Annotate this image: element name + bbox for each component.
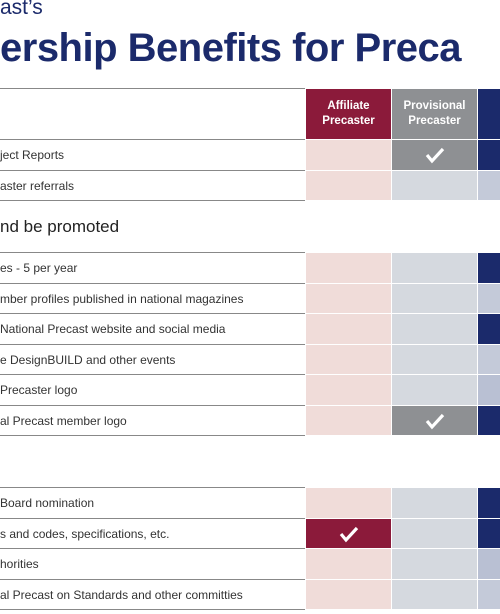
- rule: [0, 343, 305, 345]
- row-label: s and codes, specifications, etc.: [0, 526, 170, 541]
- benefit-cell: [306, 170, 391, 200]
- benefit-cell: [478, 549, 500, 579]
- rule: [0, 578, 305, 580]
- row-label: al Precast member logo: [0, 413, 127, 428]
- benefit-cell: [392, 549, 477, 579]
- row-label: e DesignBUILD and other events: [0, 352, 176, 367]
- benefit-cell: [392, 140, 477, 170]
- rule: [0, 200, 305, 201]
- column-header: [478, 89, 500, 139]
- benefit-cell: [392, 488, 477, 518]
- benefit-cell: [306, 579, 391, 609]
- row-label: Precaster logo: [0, 383, 78, 398]
- benefit-cell: [306, 140, 391, 170]
- benefit-cell: [392, 518, 477, 548]
- rule: [0, 313, 305, 314]
- rule: [0, 487, 305, 488]
- benefit-cell: [392, 253, 477, 283]
- benefit-cell: [392, 375, 477, 405]
- row-label: horities: [0, 557, 39, 572]
- benefit-cell: [392, 283, 477, 313]
- benefit-cell: [478, 405, 500, 435]
- page-title: ership Benefits for Preca: [0, 26, 462, 70]
- benefit-cell: [478, 579, 500, 609]
- rule: [0, 517, 305, 519]
- benefit-cell: [306, 314, 391, 344]
- rule: [0, 548, 305, 549]
- rule: [0, 169, 305, 171]
- check-icon: [425, 413, 445, 429]
- row-label: mber profiles published in national maga…: [0, 291, 244, 306]
- benefit-cell: [478, 518, 500, 548]
- rule: [0, 282, 305, 284]
- benefit-cell: [478, 283, 500, 313]
- benefit-cell: [478, 488, 500, 518]
- benefit-cell: [478, 170, 500, 200]
- rule: [0, 609, 305, 610]
- section-title: nd be promoted: [0, 217, 120, 236]
- check-icon: [425, 147, 445, 164]
- rule: [0, 435, 305, 436]
- row-label: Board nomination: [0, 496, 95, 511]
- benefit-cell: [306, 488, 391, 518]
- row-label: es - 5 per year: [0, 261, 78, 276]
- benefit-cell: [478, 344, 500, 374]
- kicker: ast’s: [0, 0, 43, 19]
- rule: [0, 374, 305, 375]
- benefit-cell: [478, 253, 500, 283]
- benefit-cell: [306, 253, 391, 283]
- benefit-cell: [392, 344, 477, 374]
- benefit-cell: [392, 579, 477, 609]
- benefit-cell: [392, 170, 477, 200]
- benefit-cell: [392, 405, 477, 435]
- benefit-cell: [306, 375, 391, 405]
- benefit-cell: [306, 518, 391, 548]
- rule: [0, 139, 305, 140]
- rule: [0, 252, 305, 253]
- rule: [0, 88, 305, 89]
- benefit-cell: [478, 314, 500, 344]
- benefit-cell: [392, 314, 477, 344]
- benefit-cell: [306, 344, 391, 374]
- row-label: National Precast website and social medi…: [0, 322, 226, 337]
- benefit-cell: [306, 283, 391, 313]
- column-header: Provisional Precaster: [392, 89, 477, 139]
- check-icon: [339, 526, 359, 542]
- benefit-cell: [478, 375, 500, 405]
- row-label: aster referrals: [0, 178, 75, 193]
- column-header: Affiliate Precaster: [306, 89, 391, 139]
- rule: [0, 404, 305, 406]
- row-label: ject Reports: [0, 148, 65, 163]
- benefit-cell: [306, 549, 391, 579]
- benefit-cell: [306, 405, 391, 435]
- benefit-cell: [478, 140, 500, 170]
- row-label: al Precast on Standards and other commit…: [0, 587, 243, 602]
